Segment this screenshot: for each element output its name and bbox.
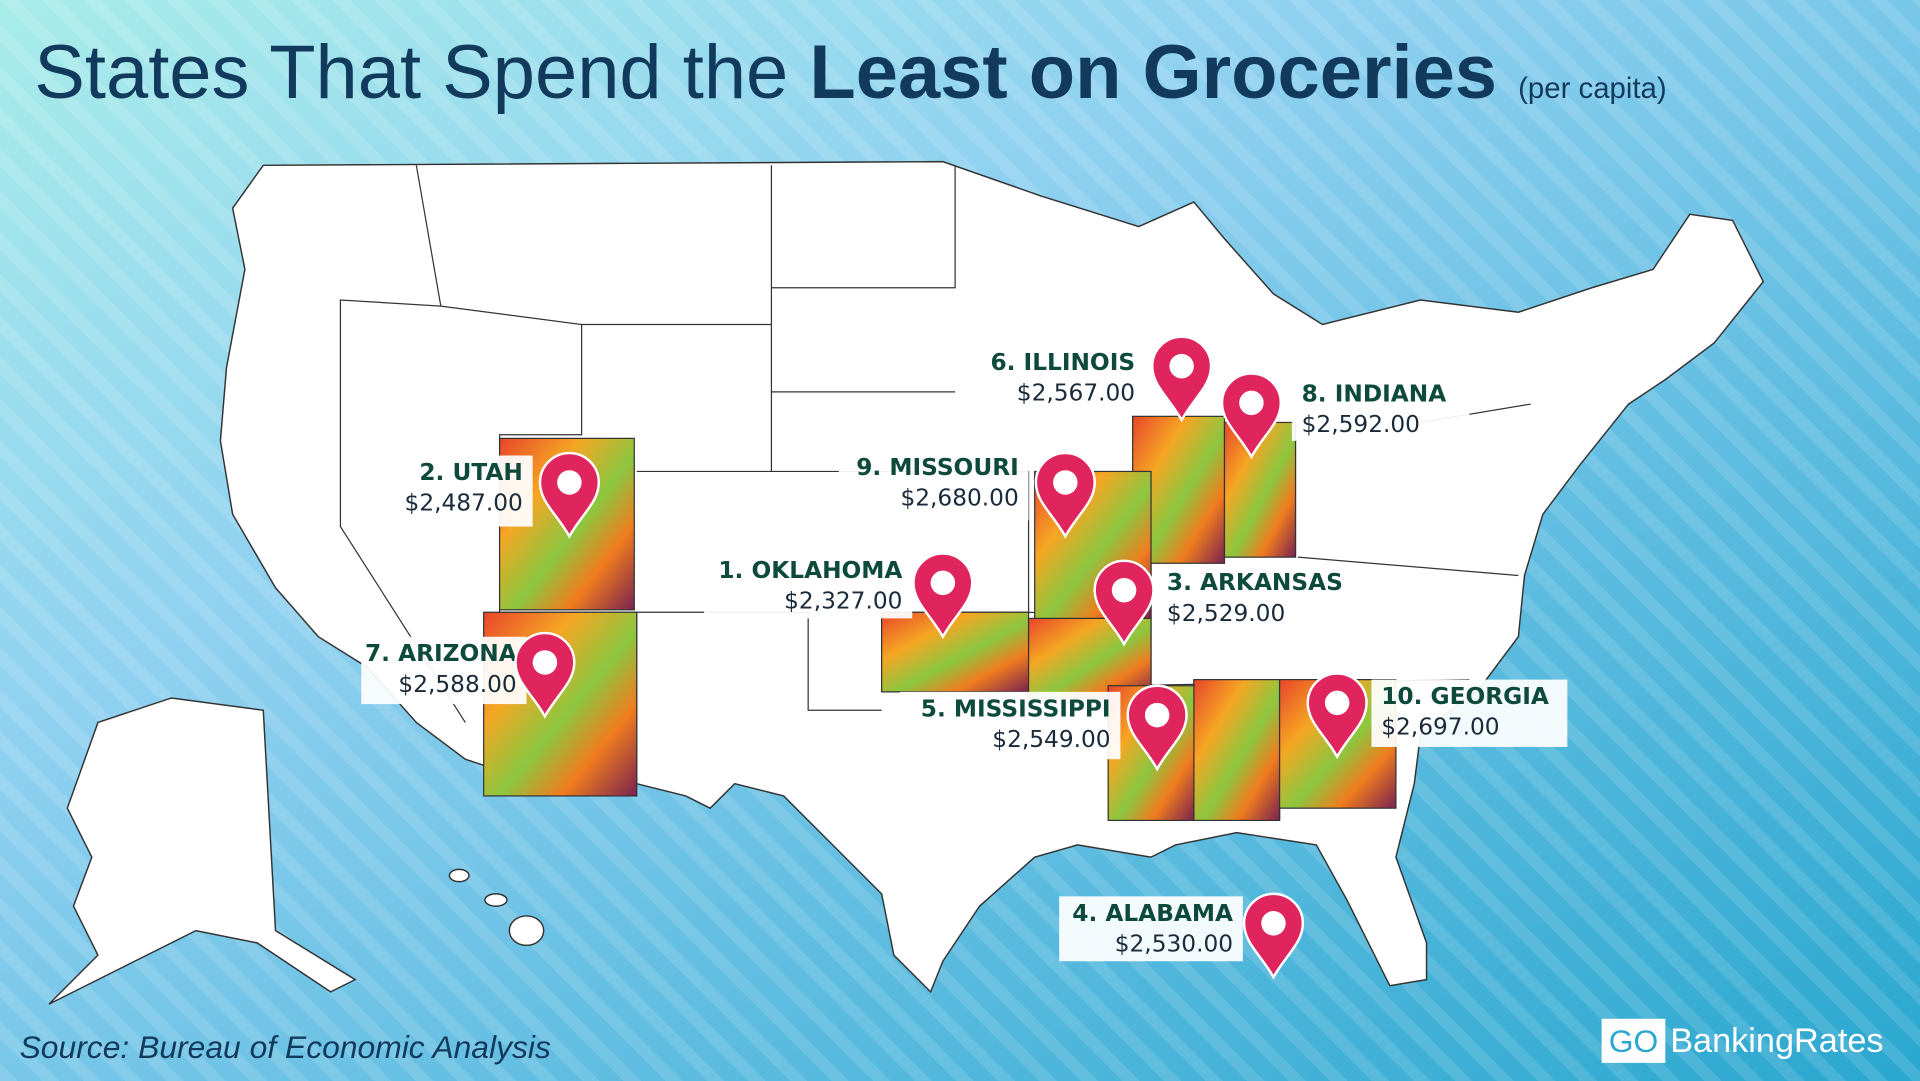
map-pin-dot xyxy=(930,570,956,596)
hawaii-island xyxy=(484,893,508,907)
map-pin xyxy=(1093,559,1155,647)
map-pin-dot xyxy=(1239,390,1264,416)
state-label: 5. MISSISSIPPI xyxy=(921,695,1111,722)
map-pin xyxy=(1034,451,1096,539)
hawaii-island xyxy=(508,915,545,947)
callout-box xyxy=(367,455,533,527)
state-label: 7. ARIZONA xyxy=(365,640,517,667)
hawaii-island xyxy=(448,868,470,883)
state-label: 10. GEORGIA xyxy=(1381,683,1549,710)
title-regular: States That Spend the xyxy=(34,30,788,115)
state-label: 8. INDIANA xyxy=(1302,381,1447,408)
callout-box xyxy=(1371,679,1568,747)
map-pin xyxy=(1151,335,1213,423)
callout-box xyxy=(838,450,1029,521)
title-bold: Least on Groceries xyxy=(809,30,1497,115)
subtitle: (per capita) xyxy=(1518,72,1667,105)
state-label: 6. ILLINOIS xyxy=(990,349,1135,376)
map-pin xyxy=(1242,892,1305,980)
brand-go: GO xyxy=(1609,1023,1659,1059)
state-amount: $2,592.00 xyxy=(1302,411,1420,438)
callout-box xyxy=(704,553,913,619)
state-amount: $2,530.00 xyxy=(1115,930,1233,957)
map-pin xyxy=(1306,672,1368,760)
map-pin xyxy=(1126,684,1188,772)
map-pin-dot xyxy=(1144,702,1170,728)
state-label: 9. MISSOURI xyxy=(856,454,1019,481)
state-amount: $2,487.00 xyxy=(405,490,523,517)
map-pin xyxy=(538,451,601,539)
callout-box xyxy=(361,636,527,705)
alaska xyxy=(48,697,357,1005)
map-pin-dot xyxy=(1053,470,1078,495)
map-pin-dot xyxy=(557,470,582,495)
callouts: 1. OKLAHOMA $2,327.00 2. UTAH $2,487.00 3. A… xyxy=(361,335,1568,980)
state-amount: $2,697.00 xyxy=(1381,714,1499,741)
callout-box xyxy=(979,345,1145,414)
state-label: 4. ALABAMA xyxy=(1072,900,1233,927)
map-pin-dot xyxy=(1111,577,1137,603)
state-label: 1. OKLAHOMA xyxy=(718,557,902,584)
state-amount: $2,549.00 xyxy=(992,726,1110,753)
map-pin-dot xyxy=(532,650,558,675)
state-amount: $2,680.00 xyxy=(900,485,1018,512)
state-amount: $2,588.00 xyxy=(398,671,516,698)
map-pin xyxy=(912,552,974,640)
state-label: 3. ARKANSAS xyxy=(1167,569,1343,596)
map-pin xyxy=(514,631,576,719)
map-pin-dot xyxy=(1261,911,1286,936)
callout-box xyxy=(1291,377,1470,441)
state-highlight xyxy=(881,611,1030,693)
state-amount: $2,327.00 xyxy=(784,588,902,615)
state-amount: $2,567.00 xyxy=(1017,379,1135,406)
callout-box xyxy=(1059,896,1243,962)
map-pin-dot xyxy=(1324,690,1350,716)
state-highlight xyxy=(1193,678,1281,822)
brand-box xyxy=(1601,1018,1666,1063)
map-pin-dot xyxy=(1169,353,1194,379)
state-label: 2. UTAH xyxy=(419,459,522,486)
map-pin xyxy=(1220,372,1283,460)
brand-name: BankingRates xyxy=(1670,1022,1883,1060)
state-amount: $2,529.00 xyxy=(1167,600,1285,627)
callout-box xyxy=(1157,565,1360,631)
source: Source: Bureau of Economic Analysis xyxy=(20,1029,551,1065)
callout-box xyxy=(900,691,1121,760)
title: States That Spend the Least on Groceries… xyxy=(34,30,1666,115)
